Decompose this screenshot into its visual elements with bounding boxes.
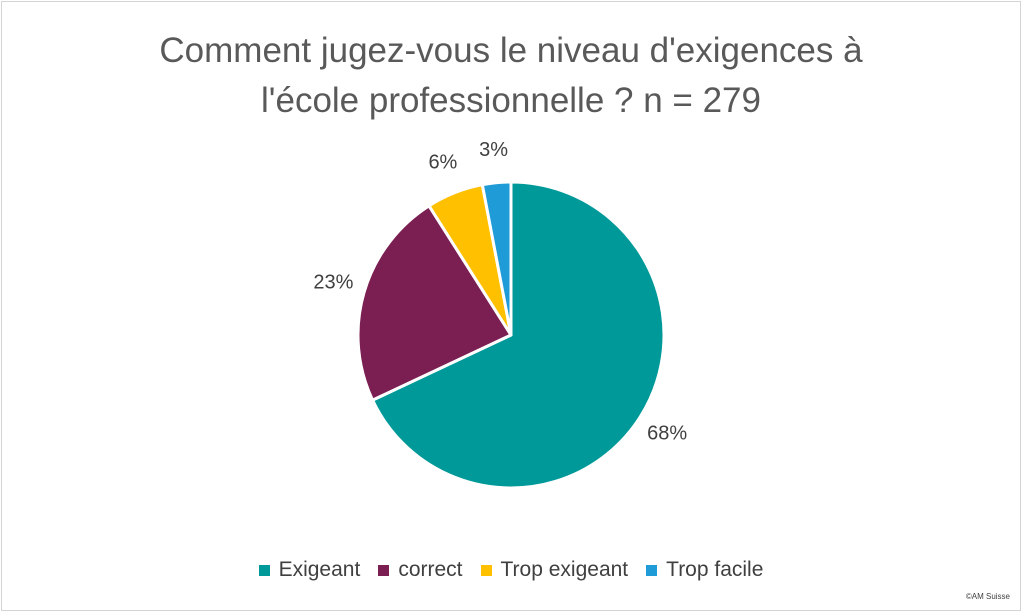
data-label-trop-exigeant: 6% [428, 151, 457, 173]
legend-label: Trop exigeant [500, 558, 629, 581]
legend-swatch [258, 564, 270, 576]
chart-title-line-1: Comment jugez-vous le niveau d'exigences… [159, 31, 863, 70]
data-label-exigeant: 68% [647, 422, 687, 444]
legend-swatch [646, 564, 658, 576]
chart-title: Comment jugez-vous le niveau d'exigences… [0, 26, 1022, 126]
legend-item-exigeant: Exigeant [258, 558, 361, 582]
data-label-trop-facile: 3% [479, 139, 508, 161]
chart-legend: Exigeant correct Trop exigeant Trop faci… [0, 558, 1022, 582]
legend-label: correct [398, 558, 463, 581]
chart-title-line-2: l'école professionnelle ? n = 279 [261, 81, 761, 120]
legend-item-trop-exigeant: Trop exigeant [480, 558, 629, 582]
legend-swatch [378, 564, 390, 576]
legend-swatch [480, 564, 492, 576]
legend-item-trop-facile: Trop facile [646, 558, 763, 582]
pie-slice-exigeant [371, 180, 666, 490]
pie-slice-trop-facile [480, 180, 513, 337]
data-label-correct: 23% [313, 272, 353, 294]
credit-text: ©AM Suisse [965, 592, 1010, 601]
legend-item-correct: correct [378, 558, 463, 582]
legend-label: Exigeant [278, 558, 361, 581]
legend-label: Trop facile [666, 558, 764, 581]
pie-slice-correct [356, 204, 513, 402]
